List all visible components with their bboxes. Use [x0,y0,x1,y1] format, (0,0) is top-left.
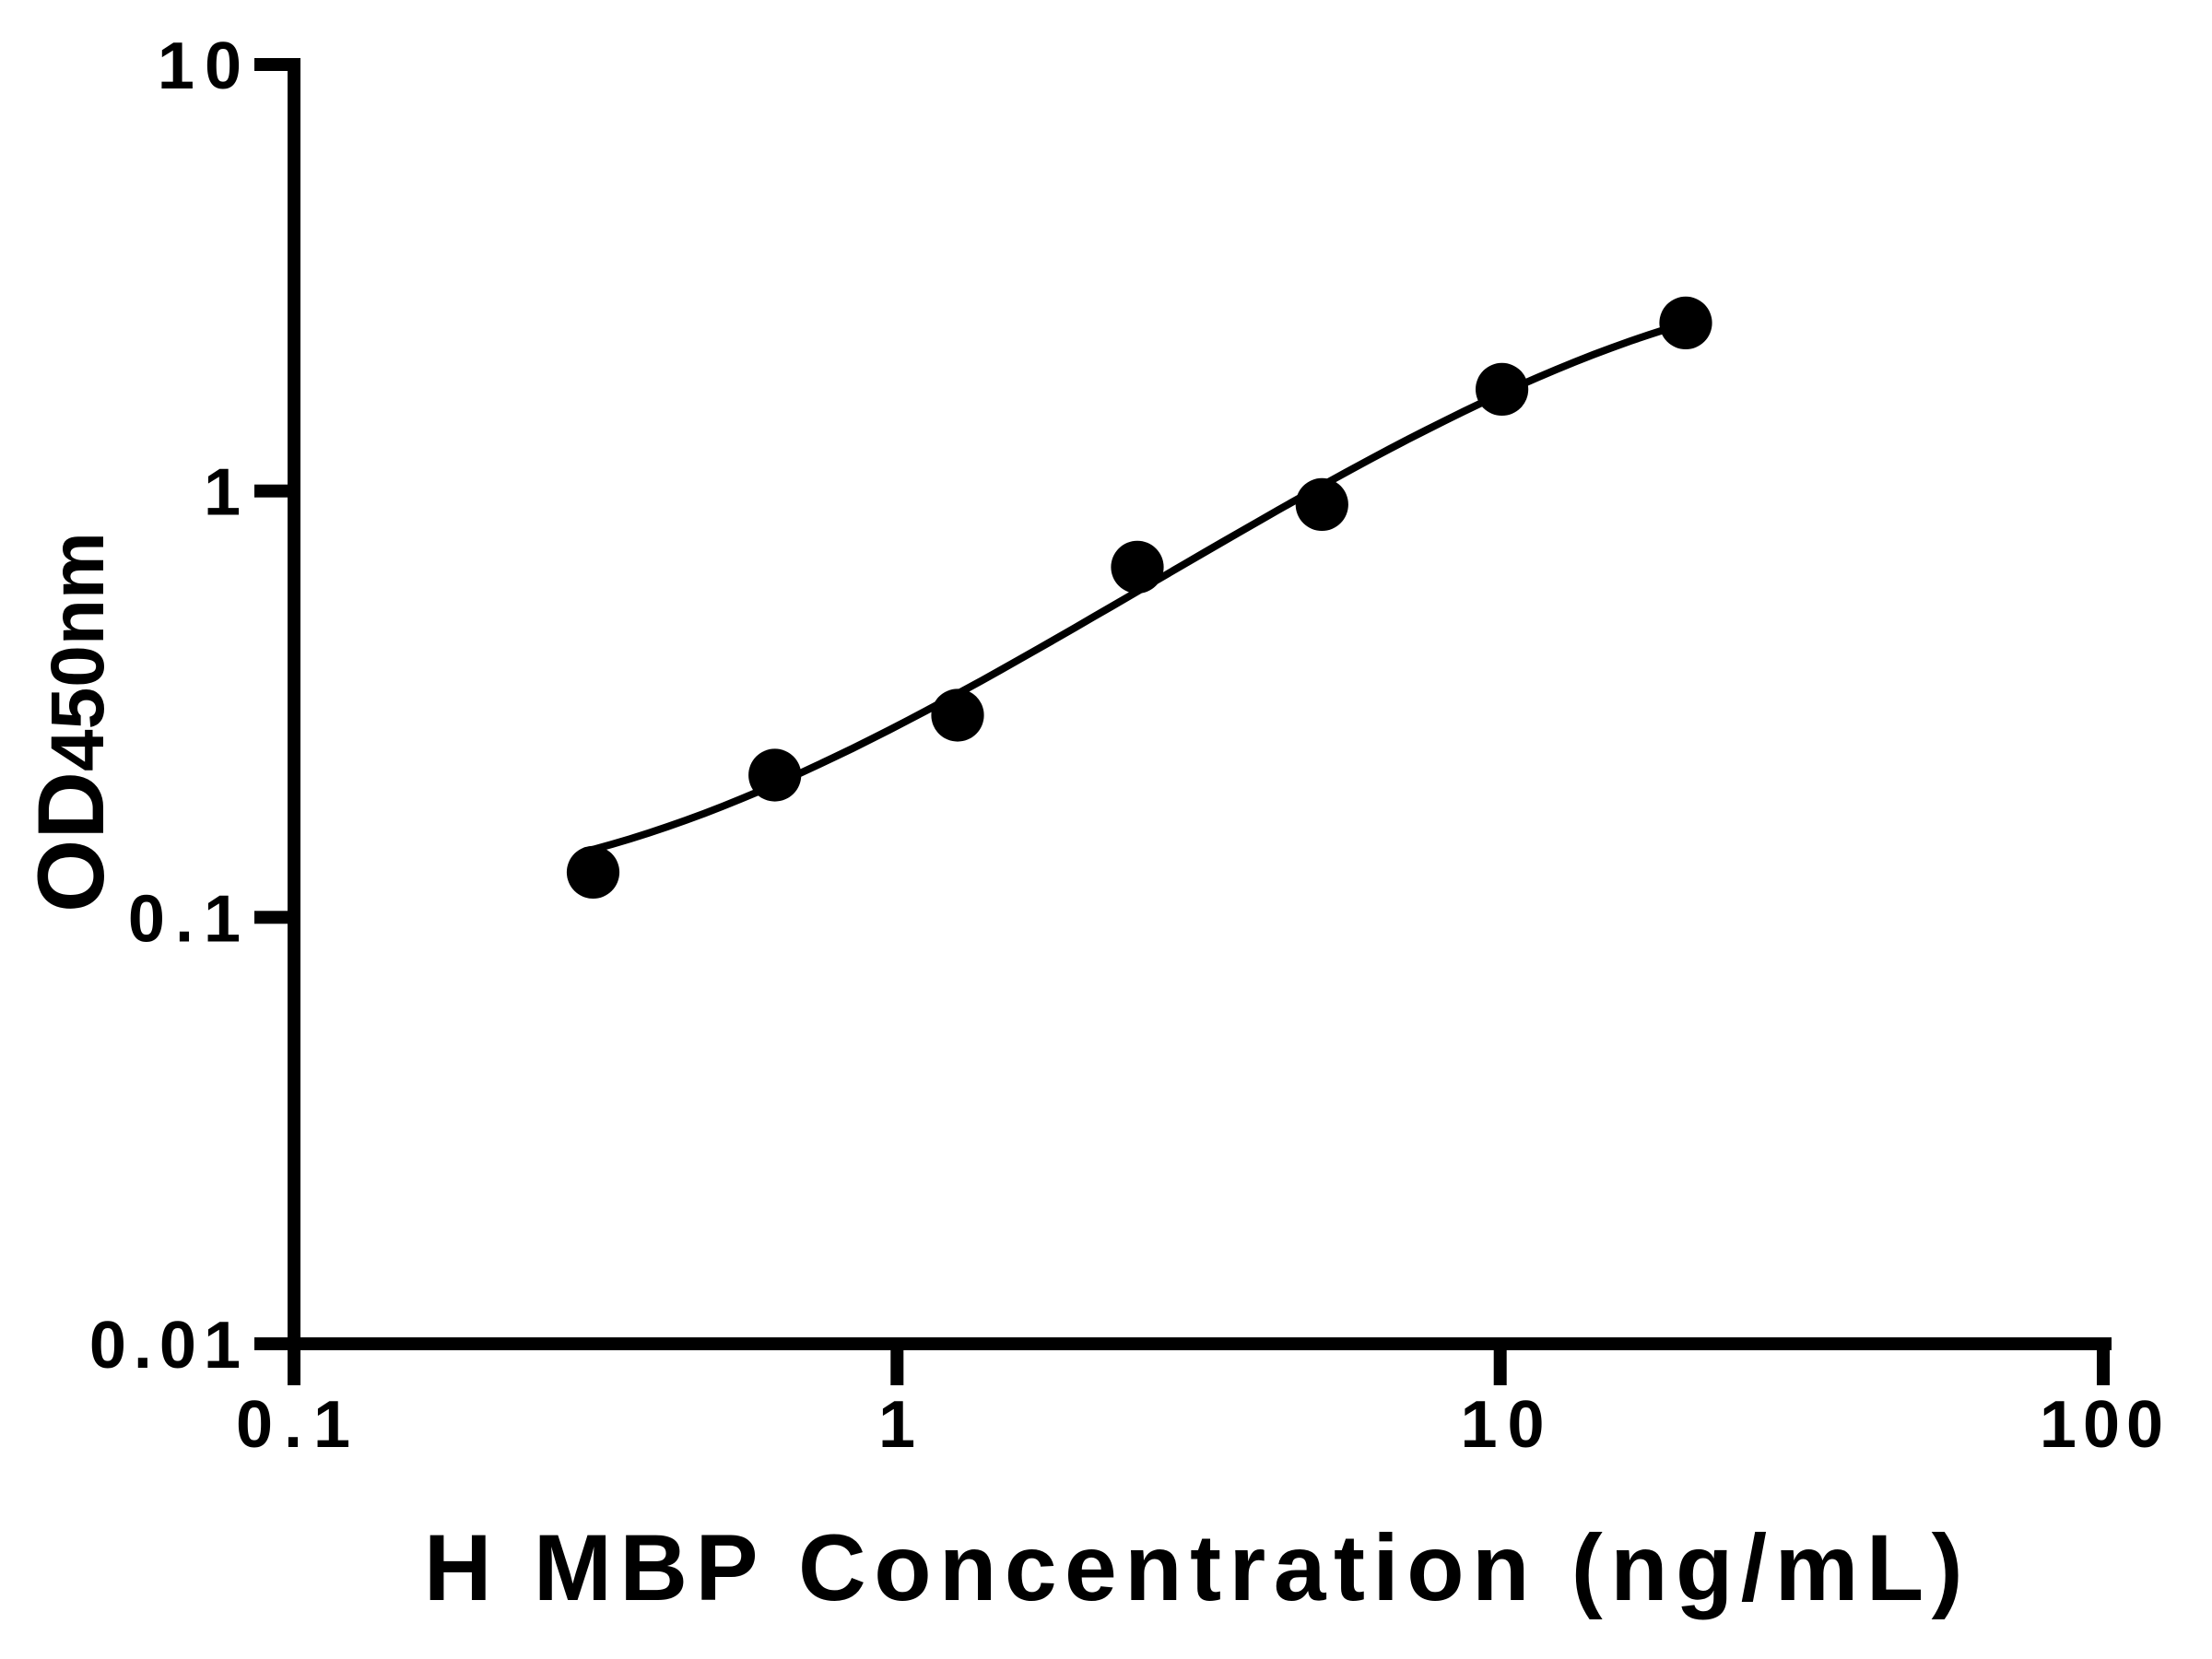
svg-text:1: 1 [878,1388,915,1462]
svg-text:H MBP Concentration (ng/mL): H MBP Concentration (ng/mL) [424,1515,1971,1620]
svg-text:100: 100 [2040,1388,2170,1462]
svg-text:10: 10 [158,29,252,103]
svg-text:10: 10 [1460,1388,1554,1462]
svg-text:OD450nm: OD450nm [18,532,124,912]
svg-text:0.01: 0.01 [89,1309,248,1382]
svg-text:0.1: 0.1 [236,1388,361,1462]
svg-text:1: 1 [204,456,241,530]
svg-text:0.1: 0.1 [128,882,251,956]
